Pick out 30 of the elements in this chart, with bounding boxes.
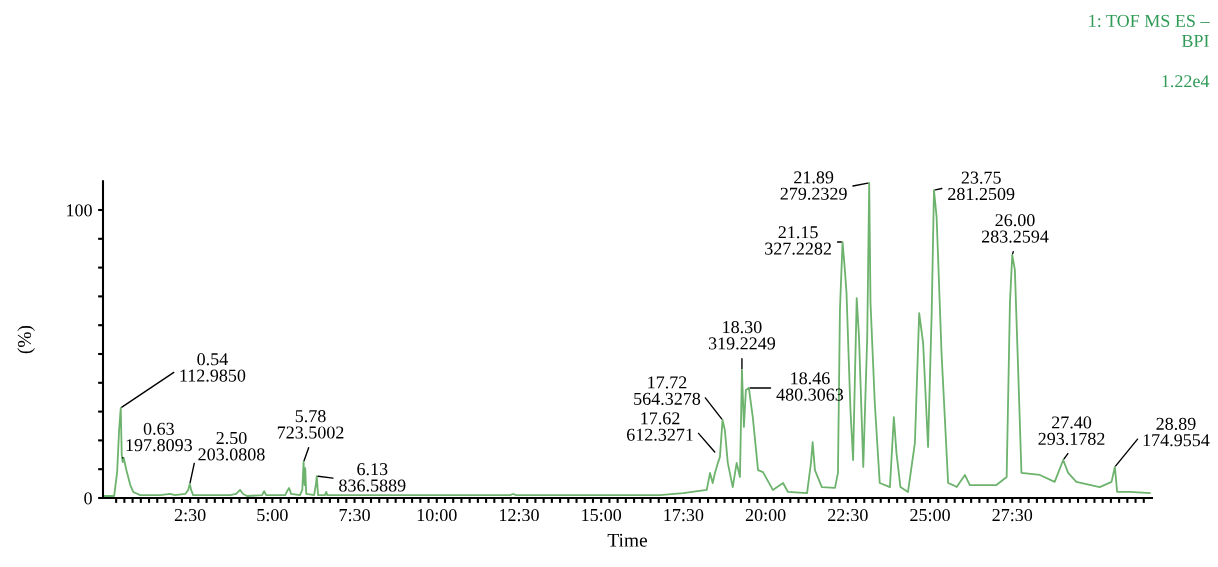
x-tick-label: 25:00 [910,508,950,522]
x-tick-label: 5:00 [257,508,288,522]
annotation: 0.63 197.8093 [126,422,192,452]
y-tick-label: 100 [67,204,92,217]
annotation: 18.30 319.2249 [708,320,776,350]
x-tick-label: 7:30 [339,508,370,522]
x-tick-label: 17:30 [664,508,704,522]
x-tick-label: 2:30 [174,508,206,522]
annotation: 26.00 283.2594 [981,214,1049,243]
annotation: 2.50 203.0808 [198,431,265,461]
x-tick-label: 22:30 [828,508,868,522]
annotation: 21.89 279.2329 [780,171,847,200]
y-axis-title: (%) [17,325,35,354]
y-tick-label: 0 [84,492,92,505]
annotation: 17.72 564.3278 [634,376,701,405]
x-tick-label: 20:00 [745,508,786,522]
text: 1: TOF MS ES – BPI 1.22e4 [1089,14,1210,88]
annotation: 27.40 293.1782 [1038,416,1105,445]
x-axis-title: Time [607,533,647,547]
annotation: 23.75 281.2509 [948,171,1015,201]
annotation: 28.89 174.9554 [1143,417,1210,447]
annotation: 5.78 723.5002 [277,410,344,439]
x-tick-label: 15:00 [582,508,622,522]
annotation: 6.13 836.5889 [339,463,406,492]
annotation: 21.15 327.2282 [765,226,831,255]
annotation: 0.54 112.9850 [180,353,246,382]
x-tick-label: 27:30 [992,508,1033,522]
x-tick-label: 12:30 [500,508,539,522]
annotation: 17.62 612.3271 [627,412,693,441]
x-tick-label: 10:00 [417,508,457,522]
